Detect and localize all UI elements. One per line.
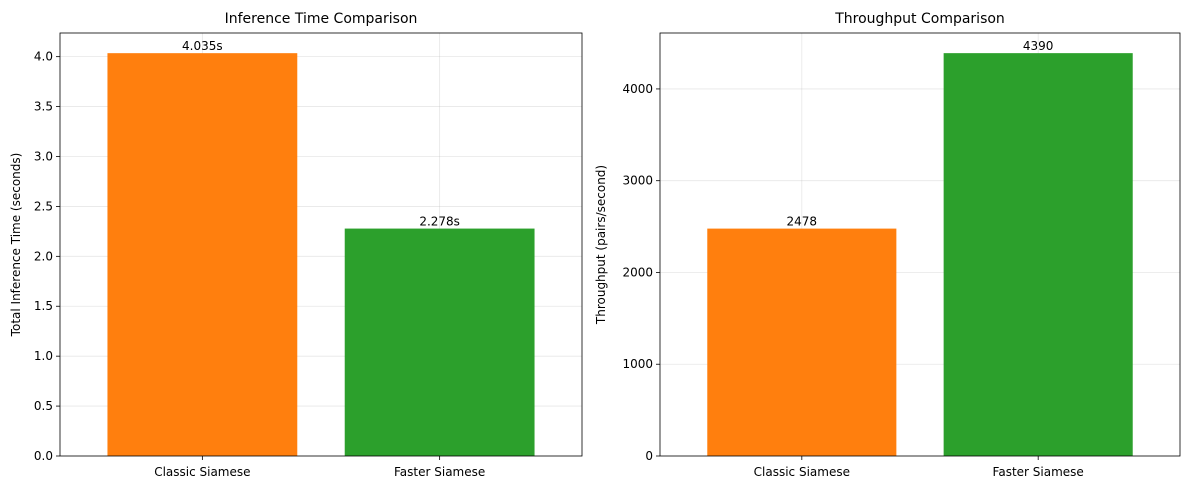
y-tick-label: 1.0	[34, 349, 53, 363]
y-tick-label: 2000	[622, 265, 653, 279]
x-tick-label: Faster Siamese	[394, 465, 485, 479]
y-tick-label: 4000	[622, 82, 653, 96]
x-tick-label: Classic Siamese	[154, 465, 250, 479]
bar	[707, 228, 897, 456]
y-tick-label: 0.0	[34, 449, 53, 463]
y-tick-label: 2.5	[34, 199, 53, 213]
y-tick-label: 1.5	[34, 299, 53, 313]
bar-value-label: 4390	[1023, 39, 1054, 53]
y-tick-label: 0.5	[34, 399, 53, 413]
y-tick-label: 0	[645, 449, 653, 463]
inference-time-chart: 0.0 0.5 1.0 1.5 2.0 2.5 3.0 3.5 4.0 Classic Siam…	[9, 11, 583, 479]
bar	[943, 53, 1133, 457]
chart-title: Inference Time Comparison	[225, 11, 418, 27]
bar	[344, 228, 535, 456]
x-tick-label: Faster Siamese	[993, 465, 1084, 479]
y-tick-label: 3000	[622, 174, 653, 188]
bar	[107, 53, 298, 456]
y-tick-label: 4.0	[34, 50, 53, 64]
y-tick-label: 3.0	[34, 149, 53, 163]
plot-frame	[659, 32, 1181, 457]
y-tick-label: 3.5	[34, 100, 53, 114]
y-tick-label: 2.0	[34, 249, 53, 263]
chart-title: Throughput Comparison	[834, 11, 1005, 27]
throughput-chart: 0 1000 2000 3000 4000 Classic Siamese Faster …	[594, 11, 1181, 479]
y-axis-label: Throughput (pairs/second)	[594, 165, 608, 325]
bar-value-label: 2478	[787, 215, 818, 229]
y-tick-label: 1000	[622, 357, 653, 371]
x-tick-label: Classic Siamese	[754, 465, 850, 479]
bar-value-label: 2.278s	[419, 215, 460, 229]
y-axis-label: Total Inference Time (seconds)	[9, 153, 23, 338]
plot-frame	[59, 32, 583, 457]
bar-value-label: 4.035s	[182, 39, 223, 53]
